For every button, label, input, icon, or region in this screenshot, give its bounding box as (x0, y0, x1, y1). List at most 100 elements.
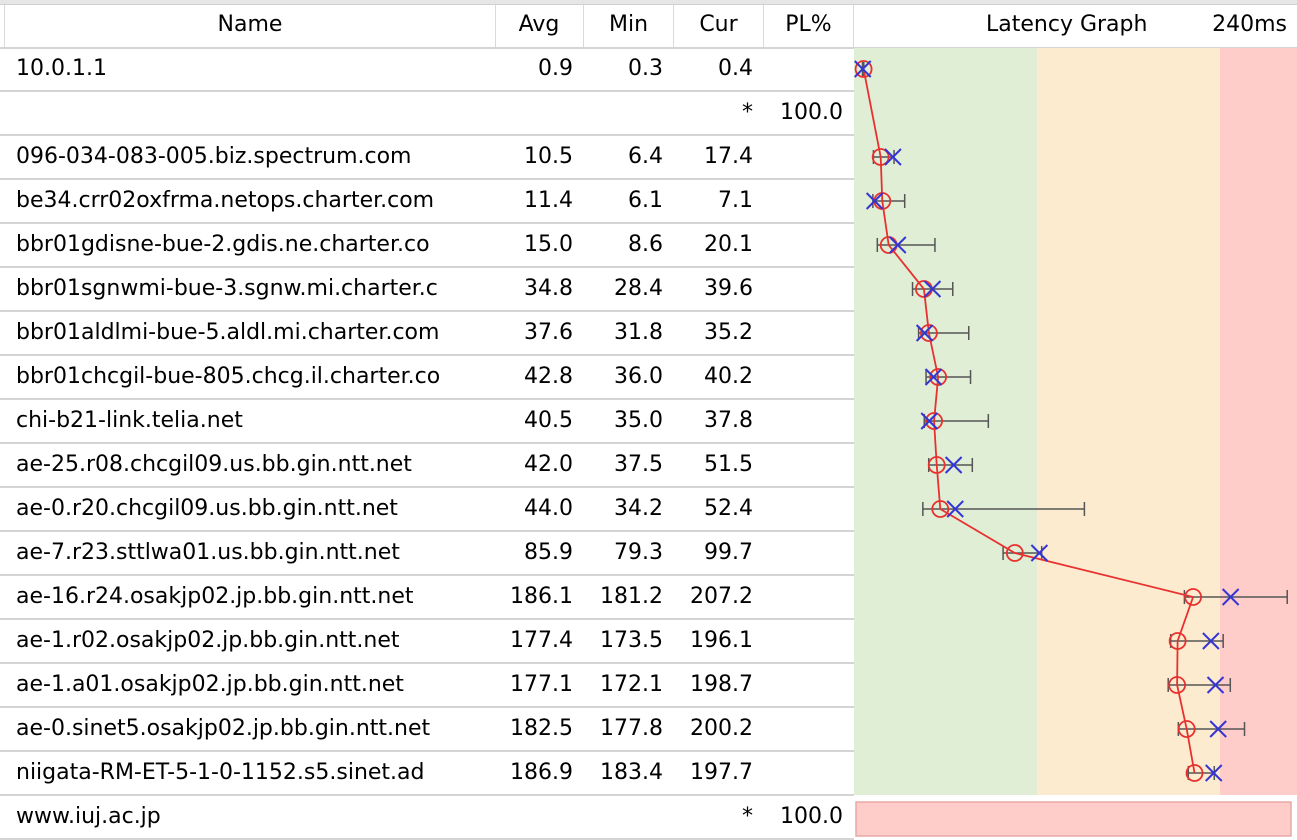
graph-zone-red (1220, 48, 1297, 795)
hop-name (16, 92, 486, 134)
cur-marker (889, 236, 907, 254)
hop-min: 8.6 (628, 232, 663, 257)
hop-name: niigata-RM-ET-5-1-0-1152.s5.sinet.ad (16, 760, 425, 785)
avg-marker (931, 500, 950, 518)
hop-no-reply-star: * (742, 804, 753, 829)
table-row[interactable]: * 100.0 (0, 92, 854, 136)
hop-avg: 40.5 (524, 408, 573, 433)
hop-avg: 42.8 (524, 364, 573, 389)
hop-cur: 37.8 (704, 408, 753, 433)
avg-marker (854, 60, 873, 78)
avg-marker (1005, 544, 1024, 562)
hop-min: 34.2 (614, 496, 663, 521)
table-row[interactable]: be34.crr02oxfrma.netops.charter.com 11.4 6… (0, 180, 854, 224)
cur-marker (1206, 676, 1225, 694)
hop-cur: 39.6 (704, 276, 753, 301)
hop-name: bbr01aldlmi-bue-5.aldl.mi.charter.com (16, 320, 440, 345)
hop-cur: 52.4 (704, 496, 753, 521)
hop-packet-loss: 100.0 (780, 804, 843, 829)
avg-marker (927, 456, 946, 474)
hop-min: 6.4 (628, 144, 663, 169)
cur-marker (915, 324, 934, 342)
avg-marker (871, 148, 890, 166)
cur-marker (1030, 544, 1049, 562)
hop-name: ae-25.r08.chcgil09.us.bb.gin.ntt.net (16, 452, 412, 477)
table-row[interactable]: ae-0.r20.chcgil09.us.bb.gin.ntt.net 44.0 3… (0, 488, 854, 532)
hop-min: 28.4 (614, 276, 663, 301)
hop-min: 6.1 (628, 188, 663, 213)
table-row[interactable]: bbr01chcgil-bue-805.chcg.il.charter.co 42… (0, 356, 854, 400)
hop-avg: 85.9 (524, 540, 573, 565)
table-row[interactable]: bbr01aldlmi-bue-5.aldl.mi.charter.com 37.… (0, 312, 854, 356)
hop-cur: 51.5 (704, 452, 753, 477)
avg-marker (1184, 588, 1203, 606)
table-row[interactable]: ae-16.r24.osakjp02.jp.bb.gin.ntt.net 186.… (0, 576, 854, 620)
hop-min: 35.0 (614, 408, 663, 433)
hop-cur: 207.2 (690, 584, 753, 609)
avg-marker (1177, 720, 1196, 738)
graph-title: Latency Graph (986, 12, 1148, 37)
graph-scale-label: 240ms (1212, 12, 1287, 37)
table-row[interactable]: bbr01gdisne-bue-2.gdis.ne.charter.co 15.0… (0, 224, 854, 268)
hop-name: bbr01chcgil-bue-805.chcg.il.charter.co (16, 364, 441, 389)
hop-name: ae-7.r23.sttlwa01.us.bb.gin.ntt.net (16, 540, 400, 565)
hop-min: 31.8 (614, 320, 663, 345)
table-row[interactable]: niigata-RM-ET-5-1-0-1152.s5.sinet.ad 186.… (0, 752, 854, 796)
table-row[interactable]: ae-7.r23.sttlwa01.us.bb.gin.ntt.net 85.9 7… (0, 532, 854, 576)
table-row[interactable]: 10.0.1.1 0.9 0.3 0.4 (0, 48, 854, 92)
hop-avg: 186.1 (510, 584, 573, 609)
hop-min: 37.5 (614, 452, 663, 477)
cur-marker (865, 192, 884, 210)
column-header-pl[interactable]: PL% (764, 5, 854, 47)
hop-name: ae-0.r20.chcgil09.us.bb.gin.ntt.net (16, 496, 398, 521)
hop-avg: 15.0 (524, 232, 573, 257)
hop-name: ae-1.r02.osakjp02.jp.bb.gin.ntt.net (16, 628, 400, 653)
avg-marker (1185, 764, 1204, 782)
column-header-min[interactable]: Min (584, 5, 674, 47)
column-header-cur[interactable]: Cur (674, 5, 764, 47)
table-row[interactable]: chi-b21-link.telia.net 40.5 35.0 37.8 (0, 400, 854, 444)
hop-name: be34.crr02oxfrma.netops.charter.com (16, 188, 435, 213)
hop-avg: 177.1 (510, 672, 573, 697)
table-row[interactable]: ae-1.a01.osakjp02.jp.bb.gin.ntt.net 177.1… (0, 664, 854, 708)
table-row[interactable]: ae-25.r08.chcgil09.us.bb.gin.ntt.net 42.0… (0, 444, 854, 488)
column-header-name[interactable]: Name (4, 5, 496, 47)
cur-marker (920, 412, 938, 430)
cur-marker (1205, 764, 1223, 782)
hop-cur: 17.4 (704, 144, 753, 169)
avg-latency-line (862, 68, 1196, 774)
cur-marker (854, 60, 872, 78)
lost-hop-bar (855, 801, 1292, 837)
hop-min: 181.2 (600, 584, 663, 609)
avg-marker (925, 412, 943, 430)
cur-marker (1202, 632, 1220, 650)
top-border (0, 0, 1297, 5)
cur-marker (946, 500, 964, 518)
avg-marker (929, 368, 948, 386)
hop-cur: 99.7 (704, 540, 753, 565)
hop-cur: 197.7 (690, 760, 753, 785)
table-row[interactable]: 096-034-083-005.biz.spectrum.com 10.5 6.4 1… (0, 136, 854, 180)
hop-cur: 200.2 (690, 716, 753, 741)
hop-min: 183.4 (600, 760, 663, 785)
hop-min: 79.3 (614, 540, 663, 565)
cur-marker (924, 368, 943, 386)
hop-packet-loss: 100.0 (780, 100, 843, 125)
hop-avg: 10.5 (524, 144, 573, 169)
hop-name: ae-16.r24.osakjp02.jp.bb.gin.ntt.net (16, 584, 414, 609)
table-row[interactable]: ae-0.sinet5.osakjp02.jp.bb.gin.ntt.net 18… (0, 708, 854, 752)
hop-cur: 7.1 (718, 188, 753, 213)
hop-avg: 37.6 (524, 320, 573, 345)
table-row[interactable]: bbr01sgnwmi-bue-3.sgnw.mi.charter.c 34.8 2… (0, 268, 854, 312)
hop-avg: 182.5 (510, 716, 573, 741)
latency-graph (854, 48, 1297, 837)
avg-marker (919, 324, 938, 342)
hop-cur: 196.1 (690, 628, 753, 653)
table-row[interactable]: ae-1.r02.osakjp02.jp.bb.gin.ntt.net 177.4… (0, 620, 854, 664)
table-header: Name Avg Min Cur PL% (0, 5, 1297, 49)
cur-marker (884, 148, 902, 166)
table-row[interactable]: www.iuj.ac.jp * 100.0 (0, 796, 854, 840)
hop-cur: 0.4 (718, 56, 753, 81)
column-header-avg[interactable]: Avg (495, 5, 584, 47)
